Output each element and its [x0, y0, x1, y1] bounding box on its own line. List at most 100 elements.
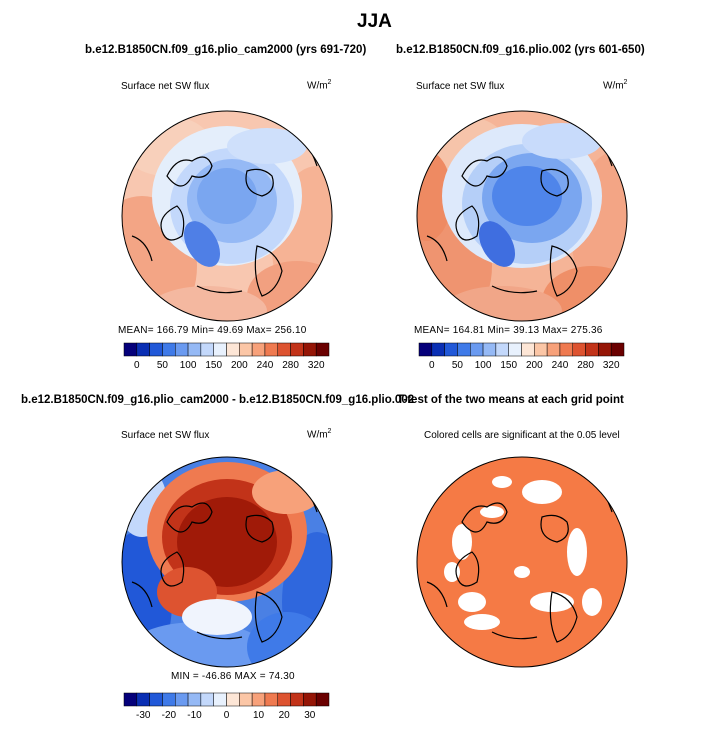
panel2-colorbar-tick-label: 50	[452, 360, 464, 371]
panel2-colorbar-cell	[559, 342, 573, 357]
field-patch	[442, 286, 562, 321]
field-patch	[227, 128, 307, 164]
panel1-colorbar-cell	[290, 342, 304, 357]
panel1-colorbar-cell	[149, 342, 163, 357]
panel2-coastlines	[426, 125, 613, 297]
panel2-map-field	[417, 111, 627, 321]
panel3-colorbar-cell	[175, 692, 189, 707]
panel1-colorbar-tick-label: 280	[282, 360, 299, 371]
field-patch	[147, 286, 267, 321]
panel1-colorbar-cell	[251, 342, 266, 357]
panel4-subtitle: Colored cells are significant at the 0.0…	[424, 430, 620, 441]
field-patch	[197, 168, 257, 224]
panel2-colorbar-cell	[534, 342, 548, 357]
field-patch	[252, 470, 322, 514]
insignificant-cell-patch	[464, 614, 500, 630]
panel3-colorbar-cell	[251, 692, 266, 707]
panel2-colorbar-cell	[546, 342, 561, 357]
panel3-colorbar-cell	[213, 692, 227, 707]
panel1-colorbar-cell	[277, 342, 291, 357]
field-patch	[478, 221, 516, 267]
panel3-colorbar-tick-label: -30	[136, 710, 151, 721]
panel3-colorbar-tick-label: 30	[304, 710, 316, 721]
panel2-variable-label: Surface net SW flux	[416, 81, 505, 92]
panel3-colorbar-tick-label: -10	[187, 710, 202, 721]
insignificant-cell-patch	[492, 476, 512, 488]
panel3-colorbar-cell	[123, 692, 138, 707]
field-patch	[177, 497, 277, 587]
panel1-variable-label: Surface net SW flux	[121, 81, 210, 92]
insignificant-cell-patch	[567, 528, 587, 576]
panel4-coastlines	[426, 471, 613, 643]
panel1-colorbar-cell	[162, 342, 176, 357]
panel2-map-border	[416, 110, 628, 322]
field-patch	[522, 123, 602, 159]
insignificant-cell-patch	[522, 480, 562, 504]
panel3-colorbar-cell	[303, 692, 317, 707]
panel3-colorbar-tick-label: 0	[224, 710, 230, 721]
panel1-colorbar-tick-label: 200	[231, 360, 248, 371]
panel1-colorbar-cell	[239, 342, 253, 357]
panel2-units: W/m2	[603, 79, 628, 92]
panel1-colorbar-cell	[136, 342, 150, 357]
field-patch	[492, 166, 562, 226]
panel3-colorbar-tick-label: 10	[253, 710, 265, 721]
panel3-colorbar-cell	[187, 692, 202, 707]
panel2-colorbar-cell	[610, 342, 625, 357]
panel3-units: W/m2	[307, 428, 332, 441]
panel1-colorbar-cell	[213, 342, 227, 357]
panel1-map-field	[122, 111, 332, 321]
field-patch	[247, 612, 327, 667]
panel3-colorbar-cell	[239, 692, 253, 707]
field-patch	[183, 221, 221, 267]
panel3-stats: MIN = -46.86 MAX = 74.30	[171, 671, 295, 682]
panel2-colorbar-cell	[508, 342, 522, 357]
panel2-colorbar-cell	[585, 342, 599, 357]
panel3-colorbar-tick-label: -20	[162, 710, 177, 721]
field-patch	[182, 599, 252, 635]
panel2-colorbar-cell	[431, 342, 445, 357]
panel3-case-title: b.e12.B1850CN.f09_g16.plio_cam2000 - b.e…	[21, 394, 415, 406]
insignificant-cell-patch	[514, 566, 530, 578]
panel4-map-field	[417, 457, 627, 667]
panel3-map-field	[122, 457, 332, 667]
panel2-colorbar-tick-label: 0	[429, 360, 435, 371]
panel1-colorbar-cell	[175, 342, 189, 357]
panel1-colorbar-tick-label: 100	[180, 360, 197, 371]
panel3-colorbar-cell	[290, 692, 304, 707]
panel2-colorbar-cell	[482, 342, 497, 357]
panel2-colorbar-cell	[521, 342, 535, 357]
panel2-colorbar-tick-label: 100	[475, 360, 492, 371]
insignificant-cell-patch	[480, 506, 504, 518]
panel4-case-title: T-test of the two means at each grid poi…	[397, 394, 624, 406]
panel3-colorbar-tick-label: 20	[279, 710, 291, 721]
panel3-colorbar-cell	[162, 692, 176, 707]
panel2-colorbar-cell	[444, 342, 458, 357]
panel1-stats: MEAN= 166.79 Min= 49.69 Max= 256.10	[118, 325, 307, 336]
panel3-colorbar-cell	[200, 692, 214, 707]
panel2-colorbar-tick-label: 150	[500, 360, 517, 371]
panel3-map-border	[121, 456, 333, 668]
field-patch	[417, 151, 452, 241]
panel1-colorbar-cell	[264, 342, 278, 357]
panel4-map-border	[416, 456, 628, 668]
figure-title: JJA	[357, 11, 392, 32]
panel2-colorbar-tick-label: 200	[526, 360, 543, 371]
panel1-colorbar-cell	[303, 342, 317, 357]
panel1-colorbar-tick-label: 320	[308, 360, 325, 371]
insignificant-cell-patch	[452, 524, 472, 560]
panel2-colorbar-cell	[598, 342, 612, 357]
panel1-colorbar-tick-label: 50	[157, 360, 169, 371]
coastline-path	[426, 125, 613, 297]
coastline-path	[426, 471, 613, 643]
panel2-case-title: b.e12.B1850CN.f09_g16.plio.002 (yrs 601-…	[396, 44, 645, 56]
panel1-coastlines	[131, 125, 318, 297]
panel3-colorbar-cell	[264, 692, 278, 707]
panel2-stats: MEAN= 164.81 Min= 39.13 Max= 275.36	[414, 325, 603, 336]
panel1-map-border	[121, 110, 333, 322]
panel2-colorbar-cell	[495, 342, 509, 357]
insignificant-cell-patch	[582, 588, 602, 616]
panel2-colorbar-tick-label: 240	[552, 360, 569, 371]
panel2-colorbar-cell	[470, 342, 484, 357]
